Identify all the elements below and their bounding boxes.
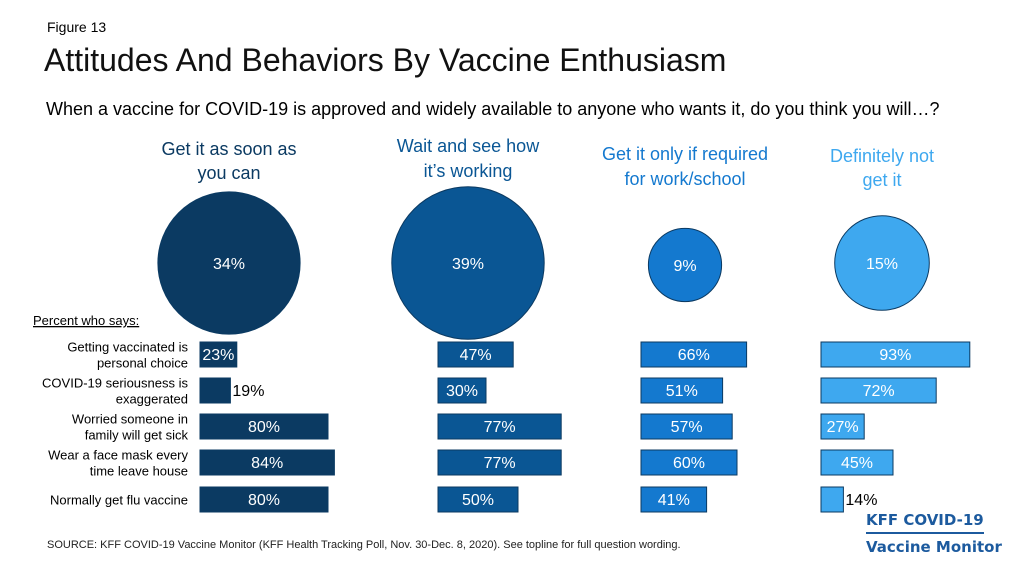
bar-label-group-2-row-4: 77% — [484, 455, 516, 472]
bar-label-group-2-row-1: 47% — [460, 347, 492, 364]
bar-group-4-row-5 — [820, 486, 844, 513]
row-label-3-line-1: Worried someone in — [72, 412, 188, 427]
group-label-1-line-1: Get it as soon as — [161, 139, 296, 159]
bar-group-3-row-5 — [640, 486, 708, 513]
bar-group-1-row-4 — [199, 449, 335, 476]
bar-label-group-3-row-3: 57% — [671, 419, 703, 436]
bar-label-group-3-row-5: 41% — [658, 492, 690, 509]
bar-label-group-1-row-4: 84% — [251, 455, 283, 472]
share-bubble-2 — [391, 186, 545, 340]
bar-label-group-4-row-5: 14% — [845, 492, 877, 509]
share-bubble-3 — [647, 227, 723, 303]
bar-label-group-3-row-4: 60% — [673, 455, 705, 472]
logo-rule — [866, 532, 984, 534]
share-label-3: 9% — [673, 258, 696, 275]
group-label-1-line-2: you can — [197, 163, 260, 183]
bar-label-group-4-row-4: 45% — [841, 455, 873, 472]
bar-group-3-row-4 — [640, 449, 738, 476]
row-label-3-line-2: family will get sick — [85, 428, 189, 443]
bar-label-group-4-row-1: 93% — [879, 347, 911, 364]
group-label-4-line-2: get it — [862, 170, 901, 190]
kff-logo: KFF COVID-19 Vaccine Monitor — [866, 510, 1006, 557]
group-label-3-line-2: for work/school — [624, 169, 745, 189]
bar-label-group-4-row-2: 72% — [863, 383, 895, 400]
bar-group-4-row-3 — [820, 413, 865, 440]
bar-label-group-1-row-2: 19% — [232, 383, 264, 400]
bar-group-2-row-3 — [437, 413, 562, 440]
share-label-1: 34% — [213, 256, 245, 273]
bar-label-group-2-row-2: 30% — [446, 383, 478, 400]
row-label-5-line-1: Normally get flu vaccine — [50, 493, 188, 508]
share-bubble-1 — [157, 191, 301, 335]
row-label-4-line-2: time leave house — [90, 464, 188, 479]
source-note: SOURCE: KFF COVID-19 Vaccine Monitor (KF… — [47, 539, 681, 551]
bar-group-3-row-3 — [640, 413, 733, 440]
bar-group-4-row-4 — [820, 449, 894, 476]
group-label-3-line-1: Get it only if required — [602, 144, 768, 164]
group-label-4-line-1: Definitely not — [830, 146, 934, 166]
bar-group-3-row-1 — [640, 341, 748, 368]
row-label-1-line-1: Getting vaccinated is — [67, 340, 188, 355]
group-label-2-line-1: Wait and see how — [397, 136, 540, 156]
bar-label-group-4-row-3: 27% — [827, 419, 859, 436]
row-label-2-line-2: exaggerated — [116, 392, 188, 407]
chart-title: Attitudes And Behaviors By Vaccine Enthu… — [44, 42, 727, 78]
bar-group-3-row-2 — [640, 377, 724, 404]
survey-question: When a vaccine for COVID-19 is approved … — [46, 99, 940, 119]
bar-group-2-row-1 — [437, 341, 514, 368]
bar-label-group-3-row-2: 51% — [666, 383, 698, 400]
share-bubble-4 — [834, 215, 930, 311]
row-label-1-line-2: personal choice — [97, 356, 188, 371]
figure-label: Figure 13 — [47, 19, 107, 35]
bar-group-1-row-3 — [199, 413, 329, 440]
bar-group-1-row-2 — [199, 377, 231, 404]
bar-group-1-row-5 — [199, 486, 329, 513]
bar-group-1-row-1 — [199, 341, 238, 368]
share-label-4: 15% — [866, 256, 898, 273]
group-label-2-line-2: it’s working — [424, 161, 513, 181]
row-label-4-line-1: Wear a face mask every — [48, 448, 188, 463]
bar-group-2-row-5 — [437, 486, 519, 513]
logo-line-1: KFF COVID-19 — [866, 511, 984, 529]
bar-label-group-1-row-3: 80% — [248, 419, 280, 436]
row-label-2-line-1: COVID-19 seriousness is — [42, 376, 188, 391]
bar-label-group-3-row-1: 66% — [678, 347, 710, 364]
bar-label-group-2-row-5: 50% — [462, 492, 494, 509]
share-label-2: 39% — [452, 256, 484, 273]
bar-label-group-1-row-1: 23% — [202, 347, 234, 364]
percent-who-says-heading: Percent who says: — [33, 313, 139, 328]
bar-label-group-1-row-5: 80% — [248, 492, 280, 509]
bar-group-2-row-2 — [437, 377, 487, 404]
bar-group-4-row-2 — [820, 377, 937, 404]
bar-group-4-row-1 — [820, 341, 971, 368]
bar-label-group-2-row-3: 77% — [484, 419, 516, 436]
logo-line-2: Vaccine Monitor — [866, 538, 1002, 556]
bar-group-2-row-4 — [437, 449, 562, 476]
